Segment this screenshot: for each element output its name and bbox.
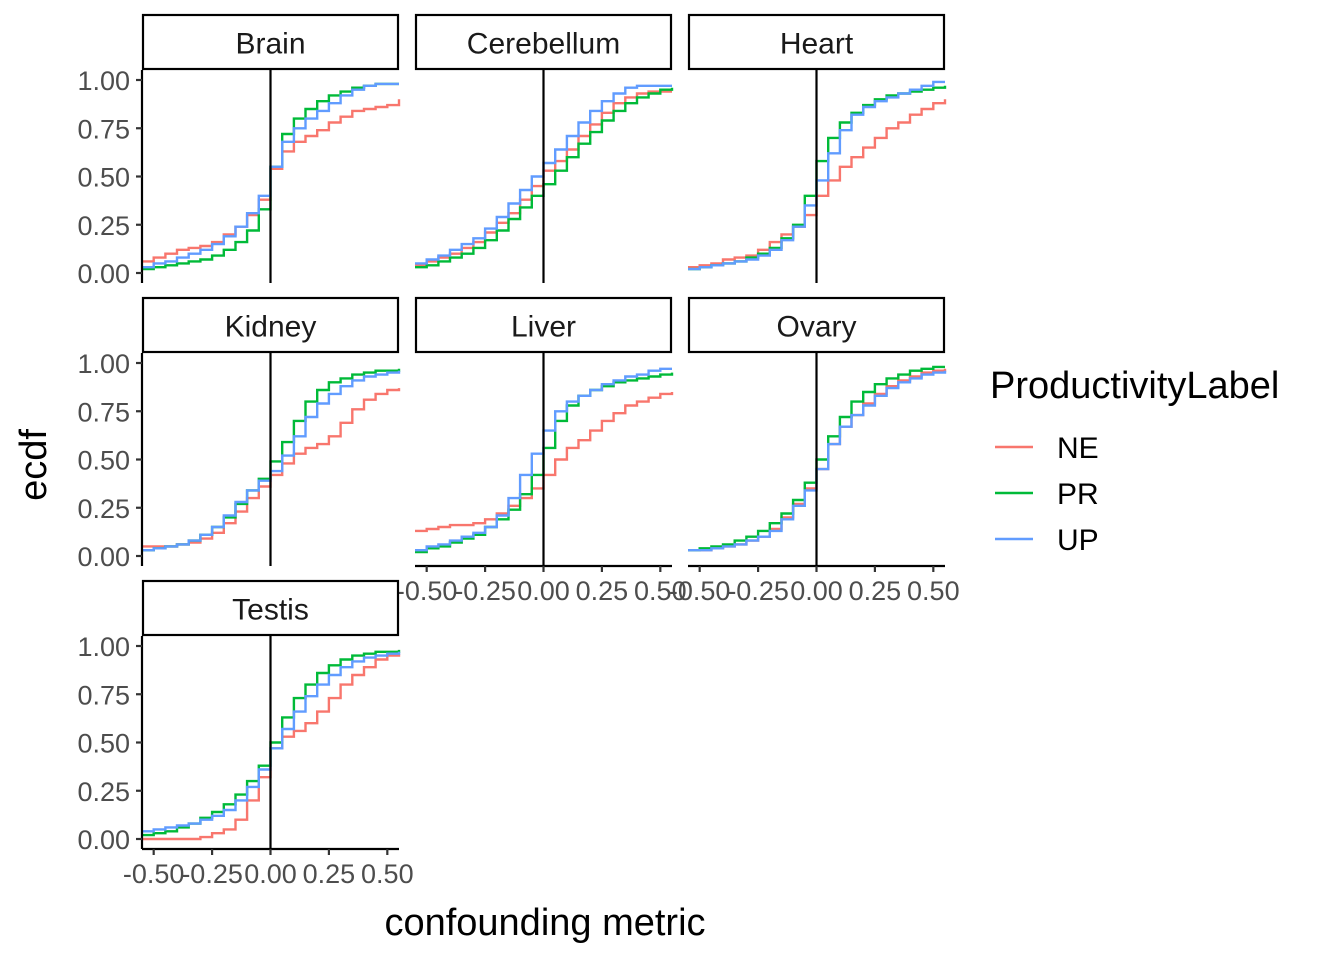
x-tick-label-ovary: -0.50	[669, 576, 731, 606]
facet-heart: Heart	[687, 13, 947, 283]
facet-cerebellum: Cerebellum	[414, 13, 674, 283]
y-tick-label-brain: 0.25	[77, 211, 130, 241]
x-tick-label-liver: 0.25	[576, 576, 629, 606]
facet-strip-kidney	[141, 296, 400, 354]
facet-kidney: Kidney 0.00 0.25 0.50 0.75 1.00	[77, 296, 401, 572]
y-tick-label-testis: 0.00	[77, 825, 130, 855]
facet-label-testis: Testis	[232, 594, 309, 627]
facet-liver: Liver -0.50-0.25 0.00 0.25 0.50	[396, 296, 687, 606]
legend-title: ProductivityLabel	[990, 365, 1279, 407]
facet-label-kidney: Kidney	[225, 311, 317, 344]
x-tick-label-ovary: 0.25	[849, 576, 902, 606]
x-tick-label-ovary: 0.00	[790, 576, 843, 606]
y-tick-label-testis: 0.50	[77, 729, 130, 759]
x-axis-title: confounding metric	[384, 902, 705, 944]
y-tick-label-brain: 0.75	[77, 114, 130, 144]
facet-label-ovary: Ovary	[776, 311, 856, 344]
y-tick-label-kidney: 1.00	[77, 349, 130, 379]
series-line-kidney-ne	[142, 388, 401, 548]
y-tick-label-kidney: 0.75	[77, 397, 130, 427]
x-tick-label-ovary: -0.25	[727, 576, 789, 606]
x-tick-label-testis: 0.25	[303, 859, 356, 889]
y-tick-label-testis: 0.25	[77, 777, 130, 807]
facet-brain: Brain 0.00 0.25 0.50 0.75 1.00	[77, 13, 401, 289]
facet-label-cerebellum: Cerebellum	[467, 28, 620, 61]
legend: ProductivityLabel NE PR UP	[990, 365, 1279, 557]
facet-label-heart: Heart	[780, 28, 854, 61]
x-tick-label-liver: -0.25	[454, 576, 516, 606]
facet-strip-ovary	[687, 296, 946, 354]
y-tick-label-testis: 1.00	[77, 632, 130, 662]
x-tick-label-liver: -0.50	[396, 576, 458, 606]
facet-label-liver: Liver	[511, 311, 576, 344]
legend-item-up: UP	[995, 524, 1099, 557]
y-axis-title: ecdf	[13, 429, 55, 501]
x-tick-label-ovary: 0.50	[907, 576, 960, 606]
y-tick-label-kidney: 0.50	[77, 446, 130, 476]
y-tick-label-brain: 0.00	[77, 259, 130, 289]
y-tick-label-kidney: 0.25	[77, 494, 130, 524]
x-tick-label-liver: 0.50	[634, 576, 687, 606]
x-tick-label-testis: -0.50	[123, 859, 185, 889]
x-tick-label-testis: 0.50	[361, 859, 414, 889]
legend-item-pr: PR	[995, 478, 1099, 511]
x-tick-label-testis: 0.00	[244, 859, 297, 889]
series-line-liver-ne	[415, 392, 674, 533]
facet-strip-cerebellum	[414, 13, 673, 71]
legend-items: NE PR UP	[995, 432, 1099, 557]
facet-ovary: Ovary -0.50-0.25 0.00 0.25 0.50	[669, 296, 960, 606]
series-line-ovary-up	[688, 370, 947, 552]
legend-label-ne: NE	[1057, 432, 1099, 465]
legend-label-pr: PR	[1057, 478, 1099, 511]
facet-strip-testis	[141, 579, 400, 637]
legend-item-ne: NE	[995, 432, 1099, 465]
facet-strip-liver	[414, 296, 673, 354]
facet-strip-brain	[141, 13, 400, 71]
legend-label-up: UP	[1057, 524, 1099, 557]
y-tick-label-brain: 0.50	[77, 163, 130, 193]
series-line-cerebellum-up	[415, 84, 672, 265]
facet-label-brain: Brain	[235, 28, 305, 61]
x-tick-label-testis: -0.25	[181, 859, 243, 889]
x-tick-label-liver: 0.00	[517, 576, 570, 606]
facet-strip-heart	[687, 13, 946, 71]
y-tick-label-brain: 1.00	[77, 66, 130, 96]
y-tick-label-kidney: 0.00	[77, 542, 130, 572]
y-tick-label-testis: 0.75	[77, 680, 130, 710]
